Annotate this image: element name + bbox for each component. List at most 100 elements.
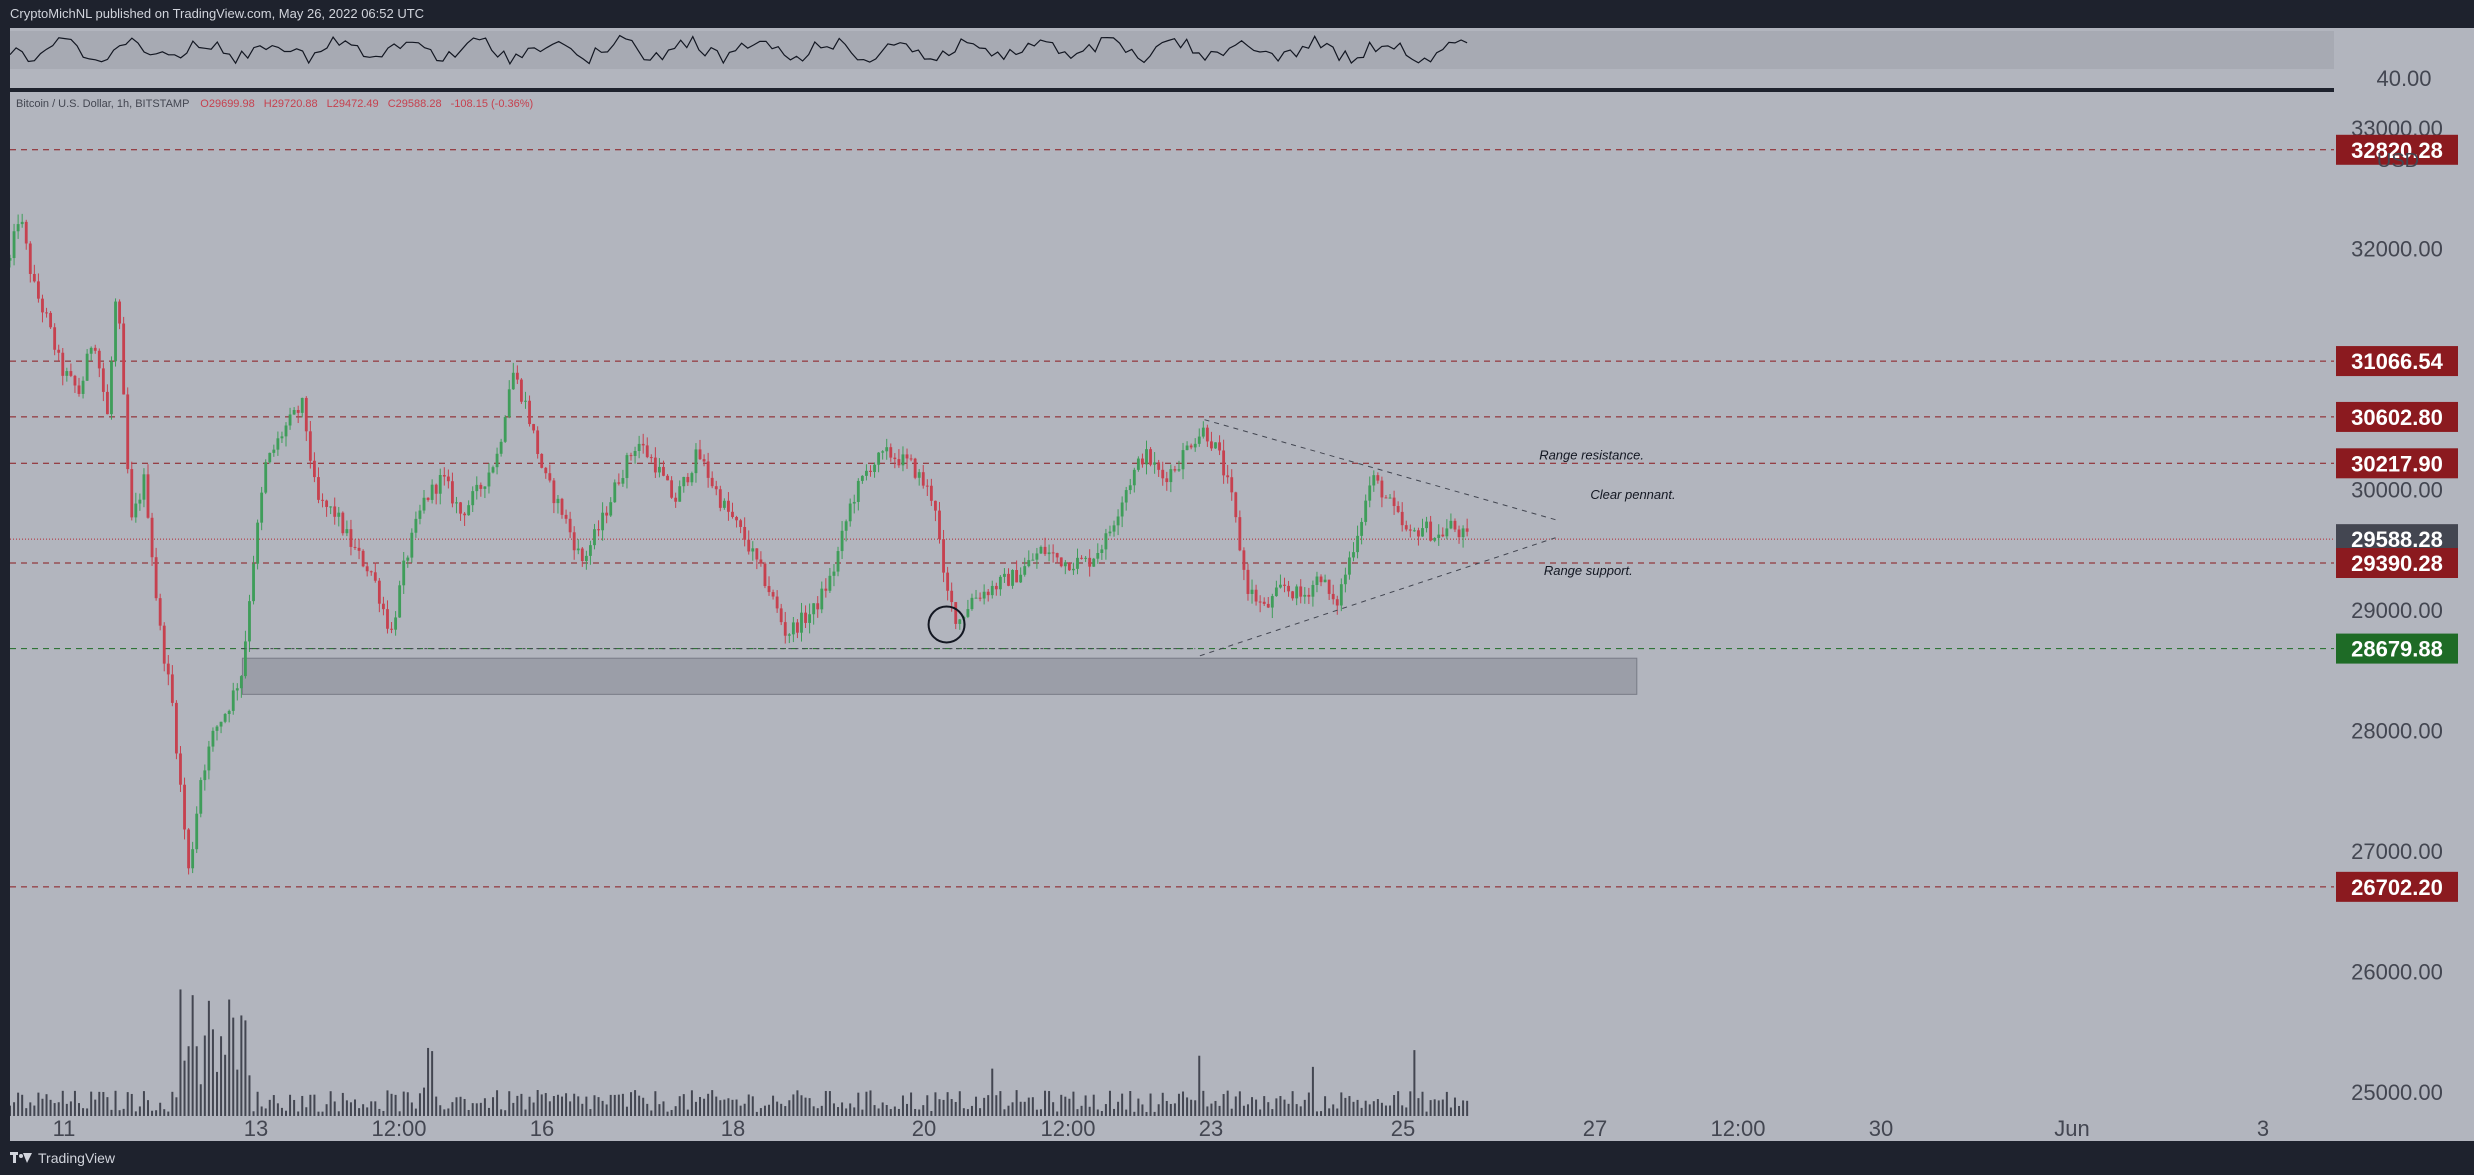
volume-bar [402,1091,405,1116]
candle-body [1193,443,1197,448]
footer-brand[interactable]: TradingView [38,1150,116,1166]
candle-body [982,591,986,599]
price-chart[interactable]: Range resistance. Clear pennant. Range sup… [0,28,2474,1141]
candle-body [1384,497,1388,499]
volume-bar [1275,1098,1278,1116]
volume-bar [621,1093,624,1116]
candle-body [1343,574,1347,585]
candle-body [1059,557,1063,567]
volume-bar [21,1094,24,1116]
volume-bar [1364,1100,1367,1116]
candle-body [105,391,109,415]
volume-bar [268,1099,271,1116]
volume-bar [552,1096,555,1116]
candle-body [442,475,446,477]
candle-body [1019,574,1023,583]
candle-body [1441,534,1445,537]
volume-bar [61,1090,64,1116]
candle-body [446,476,450,482]
symbol-legend: Bitcoin / U.S. Dollar, 1h, BITSTAMP O296… [16,98,533,110]
candle-body [1372,475,1376,486]
candle-body [292,409,296,415]
volume-bar [885,1104,888,1116]
volume-bar [942,1099,945,1116]
candle-body [304,397,308,432]
volume-bar [90,1091,93,1116]
volume-bar [877,1108,880,1116]
volume-bar [1104,1104,1107,1116]
candle-body [1201,427,1205,437]
volume-bar [727,1098,730,1116]
volume-bar [1064,1096,1067,1116]
candle-body [1262,601,1266,604]
volume-bar [1076,1109,1079,1116]
volume-bar [788,1100,791,1116]
x-tick-label: 12:00 [371,1116,426,1141]
candle-body [20,221,24,225]
volume-bar [662,1101,665,1116]
candle-body [345,529,349,534]
candle-body [1165,478,1169,483]
price-level-label: 31066.54 [2351,349,2444,374]
candle-body [1031,559,1035,561]
candle-body [938,510,941,540]
candle-body [495,453,499,468]
volume-bar [1458,1105,1461,1116]
volume-bar [1453,1097,1456,1116]
volume-bar [694,1101,697,1116]
volume-bar [435,1096,438,1116]
candle-body [1339,584,1343,606]
candle-body [925,485,929,487]
candle-body [1266,603,1270,608]
volume-bar [94,1099,97,1116]
candle-body [272,449,276,453]
volume-bar [1125,1109,1128,1116]
volume-bar [431,1051,434,1116]
candle-body [183,784,186,830]
candle-body [1181,450,1185,470]
volume-bar [1019,1101,1022,1116]
candle-body [426,497,430,500]
volume-bar [483,1098,486,1116]
candle-body [1043,546,1047,555]
annotation-text[interactable]: Range resistance. [1539,447,1644,462]
volume-bar [1035,1109,1038,1116]
annotation-text[interactable]: Range support. [1544,563,1633,578]
candle-body [1258,601,1262,603]
price-level-label: 29588.28 [2351,527,2443,552]
candle-body [28,243,32,274]
candle-body [24,221,28,244]
candle-body [382,603,385,610]
candle-body [1080,557,1083,559]
ohlc-high: H29720.88 [264,98,318,110]
volume-bar [122,1108,125,1116]
candle-body [451,481,454,504]
x-tick-label: 12:00 [1710,1116,1765,1141]
volume-bar [10,1105,11,1116]
candle-body [219,721,223,727]
pennant-upper-line[interactable] [1204,419,1556,521]
candle-body [747,539,751,552]
candle-body [195,813,199,850]
price-level-label-box [2336,633,2458,664]
pennant-lower-line[interactable] [1199,537,1556,657]
candle-body [402,560,406,586]
volume-bar [1389,1105,1392,1116]
candle-body [1124,490,1128,503]
candle-body [101,368,105,392]
highlight-circle[interactable] [927,605,966,644]
candle-body [524,400,527,402]
volume-bar [1056,1111,1059,1116]
volume-bar [1137,1098,1140,1116]
volume-bar [240,1015,243,1116]
currency-label[interactable]: USD [2377,150,2419,172]
volume-bar [1117,1101,1120,1116]
candle-body [1185,445,1189,451]
candle-body [1120,502,1124,517]
x-tick-label: Jun [2054,1116,2089,1141]
candle-body [179,753,182,785]
annotation-text[interactable]: Clear pennant. [1590,487,1675,502]
volume-bar [439,1105,442,1116]
candle-body [1331,593,1335,600]
price-level-label-box [2336,401,2458,432]
